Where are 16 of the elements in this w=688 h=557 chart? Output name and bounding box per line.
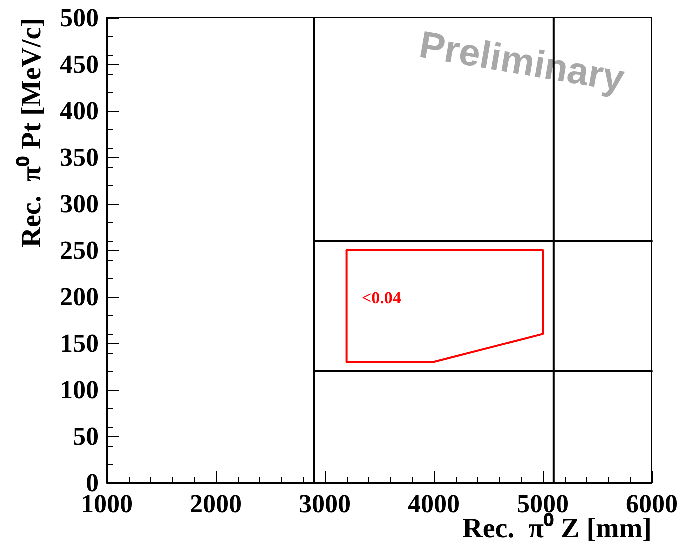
y-tick-label: 350: [60, 143, 99, 172]
y-tick-label: 150: [60, 329, 99, 358]
y-tick-label: 250: [60, 236, 99, 265]
y-axis-title: Rec. π⁰ Pt [MeV/c]: [16, 18, 48, 248]
x-tick-label: 3000: [299, 490, 351, 518]
x-tick-label: 6000: [626, 490, 678, 518]
y-tick-label: 500: [60, 4, 99, 32]
x-tick-label: 2000: [190, 490, 242, 518]
y-tick-label: 200: [60, 282, 99, 312]
y-tick-label: 300: [60, 190, 99, 218]
y-tick-label: 400: [60, 96, 99, 126]
y-tick-label: 450: [60, 50, 99, 79]
y-tick-label: 100: [60, 376, 99, 404]
x-tick-label: 4000: [408, 490, 460, 518]
annotation: <0.04: [362, 288, 402, 308]
y-tick-label: 50: [73, 422, 99, 451]
